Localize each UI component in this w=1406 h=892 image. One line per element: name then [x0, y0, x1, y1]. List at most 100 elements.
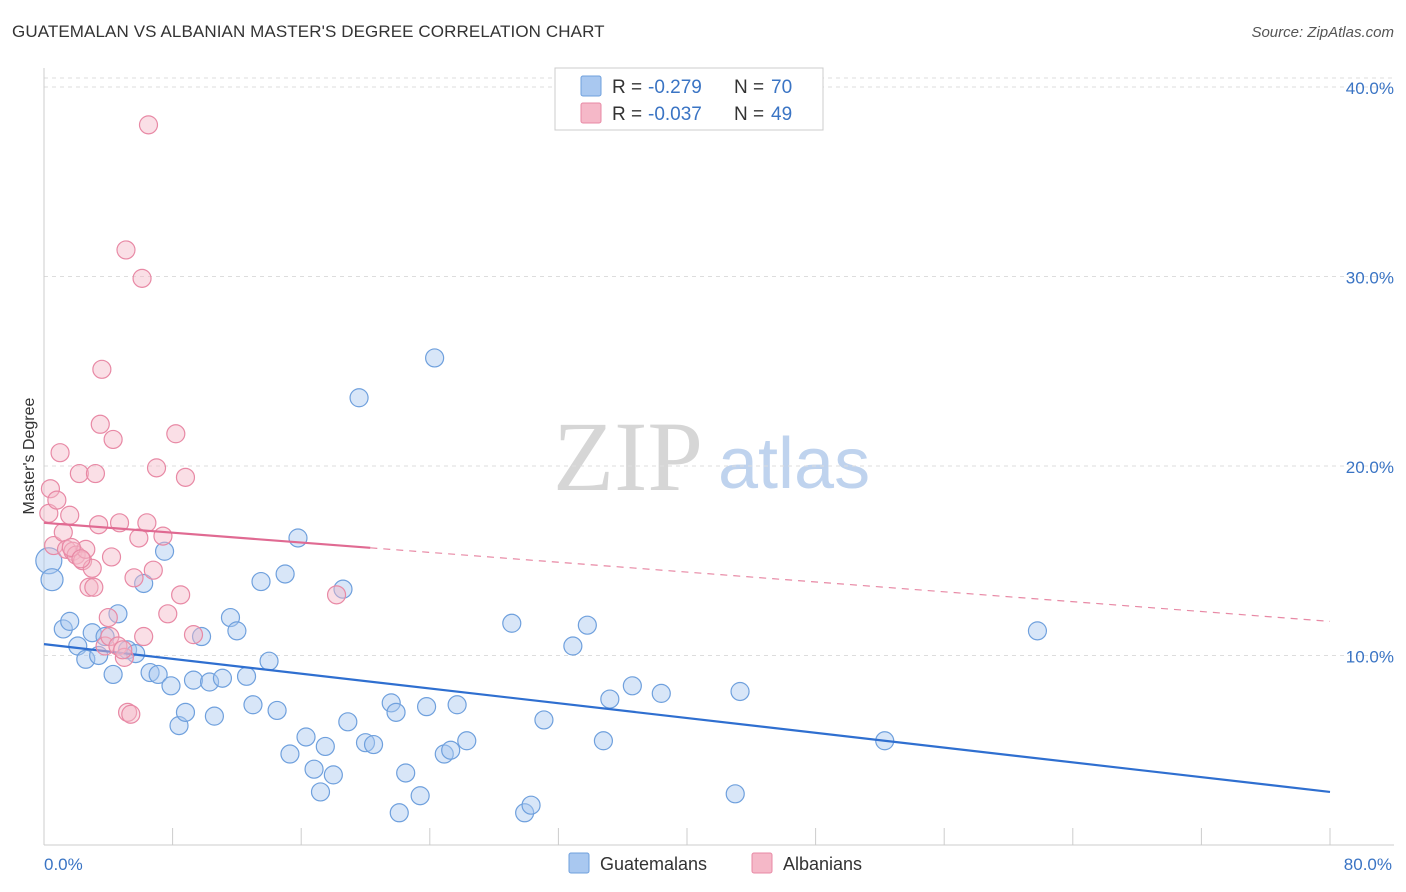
point-guatemalans: [304, 759, 324, 779]
point-guatemalans: [60, 611, 80, 631]
point-albanians: [138, 115, 159, 135]
point-guatemalans: [593, 731, 614, 751]
point-albanians: [92, 359, 112, 379]
point-albanians: [76, 539, 96, 559]
correlation-legend: R = -0.279 N = 70 R = -0.037 N = 49: [554, 67, 824, 131]
point-guatemalans: [296, 727, 316, 747]
series-layer: [35, 115, 1331, 823]
point-albanians: [84, 577, 104, 597]
y-tick-label: 30.0%: [1346, 268, 1394, 287]
point-albanians: [326, 585, 347, 605]
point-guatemalans: [310, 782, 331, 802]
y-axis-title: Master's Degree: [21, 397, 38, 514]
point-albanians: [132, 268, 152, 288]
point-guatemalans: [267, 700, 287, 721]
point-albanians: [82, 558, 102, 578]
bottom-legend-swatch-albanians: [751, 852, 773, 874]
point-guatemalans: [175, 702, 196, 722]
point-guatemalans: [622, 676, 642, 696]
bottom-legend-label-albanians: Albanians: [783, 854, 862, 874]
point-albanians: [90, 414, 110, 434]
point-guatemalans: [441, 740, 461, 760]
point-albanians: [89, 515, 109, 535]
point-albanians: [143, 560, 163, 580]
watermark: ZIP atlas: [553, 401, 870, 512]
point-guatemalans: [191, 626, 212, 647]
point-guatemalans: [1027, 621, 1048, 641]
source-label: Source: ZipAtlas.com: [1251, 24, 1394, 41]
point-albanians: [134, 626, 154, 647]
series-legend: Guatemalans Albanians: [568, 852, 862, 874]
point-guatemalans: [161, 676, 181, 696]
point-guatemalans: [386, 702, 406, 722]
legend-swatch-albanians: [580, 102, 602, 124]
point-guatemalans: [204, 706, 224, 726]
point-guatemalans: [563, 636, 583, 656]
point-albanians: [103, 429, 123, 450]
point-guatemalans: [103, 664, 123, 685]
point-guatemalans: [108, 604, 128, 624]
point-albanians: [79, 577, 99, 597]
point-guatemalans: [243, 695, 263, 715]
point-guatemalans: [76, 649, 96, 669]
x-tick-label-max: 80.0%: [1344, 855, 1392, 874]
point-guatemalans: [651, 683, 671, 703]
point-guatemalans: [410, 786, 430, 806]
point-guatemalans: [577, 615, 597, 635]
point-guatemalans: [338, 712, 358, 732]
y-tick-label: 20.0%: [1346, 458, 1394, 477]
gridlines: [44, 77, 1394, 656]
legend-swatch-guatemalans: [580, 75, 602, 97]
point-albanians: [183, 625, 204, 645]
legend-r-value-1: -0.279: [648, 77, 702, 98]
point-guatemalans: [425, 348, 445, 368]
point-guatemalans: [600, 689, 620, 709]
point-albanians: [40, 479, 61, 499]
point-albanians: [146, 458, 167, 478]
point-albanians: [113, 640, 133, 660]
point-guatemalans: [502, 613, 522, 633]
point-guatemalans: [199, 672, 220, 692]
legend-n-label-2: N =: [734, 104, 764, 125]
series-albanians: [39, 115, 1331, 724]
point-albanians: [60, 505, 80, 525]
point-guatemalans: [227, 621, 247, 641]
point-guatemalans: [134, 573, 154, 594]
point-guatemalans: [288, 528, 308, 548]
point-guatemalans: [140, 662, 160, 683]
point-guatemalans: [251, 571, 271, 592]
point-albanians: [175, 467, 196, 487]
point-albanians: [166, 424, 186, 444]
point-albanians: [85, 463, 106, 484]
point-albanians: [116, 240, 136, 260]
point-albanians: [117, 702, 138, 722]
point-albanians: [158, 604, 178, 624]
point-guatemalans: [725, 784, 745, 804]
legend-n-value-1: 70: [771, 77, 792, 98]
point-albanians: [47, 490, 67, 510]
point-guatemalans: [381, 693, 401, 713]
point-guatemalans: [521, 795, 541, 815]
x-tick-label-min: 0.0%: [44, 855, 83, 874]
point-guatemalans: [389, 803, 409, 823]
point-guatemalans: [447, 695, 467, 715]
point-albanians: [114, 647, 134, 667]
x-ticks: [43, 828, 1331, 845]
watermark-atlas: atlas: [718, 424, 870, 504]
trendline-albanians: [43, 521, 371, 549]
y-tick-label: 40.0%: [1346, 79, 1394, 98]
legend-n-label-1: N =: [734, 77, 764, 98]
bottom-legend-label-guatemalans: Guatemalans: [600, 854, 707, 874]
point-guatemalans: [154, 541, 175, 561]
point-albanians: [50, 443, 70, 463]
point-guatemalans: [349, 388, 369, 408]
point-guatemalans: [212, 668, 233, 688]
point-guatemalans: [323, 765, 343, 785]
point-albanians: [101, 547, 122, 567]
point-guatemalans: [534, 710, 554, 730]
legend-n-value-2: 49: [771, 104, 792, 125]
point-guatemalans: [363, 734, 384, 755]
point-guatemalans: [148, 664, 168, 685]
bottom-legend-swatch-guatemalans: [568, 852, 590, 874]
